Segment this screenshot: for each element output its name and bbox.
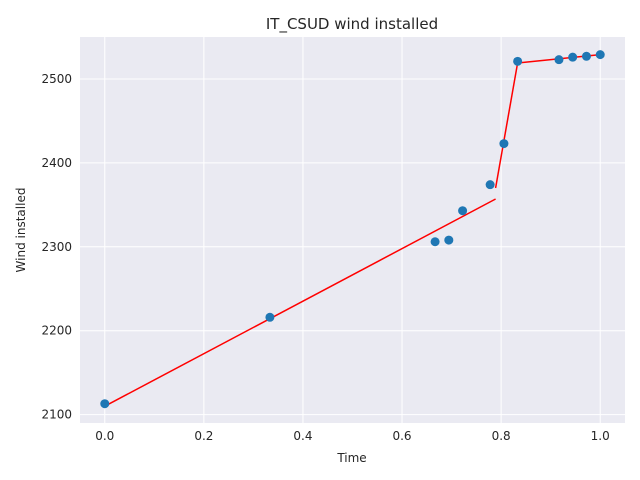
- y-tick-label: 2500: [41, 72, 72, 86]
- data-point: [444, 235, 454, 245]
- fit-line-segment: [494, 62, 519, 189]
- data-point: [265, 312, 275, 322]
- data-point: [568, 52, 578, 62]
- data-points: [100, 50, 605, 409]
- plot-background: [80, 37, 625, 423]
- x-tick-label: 0.4: [293, 429, 312, 443]
- y-axis-label: Wind installed: [14, 188, 28, 273]
- y-tick-label: 2200: [41, 324, 72, 338]
- data-point: [554, 55, 564, 65]
- chart-title: IT_CSUD wind installed: [266, 15, 438, 34]
- data-point: [513, 56, 523, 66]
- x-tick-label: 0.8: [492, 429, 511, 443]
- data-point: [458, 206, 468, 216]
- fit-line-segment: [104, 198, 496, 407]
- data-point: [499, 139, 509, 149]
- y-tick-label: 2100: [41, 408, 72, 422]
- grid: [80, 37, 625, 423]
- data-point: [581, 51, 591, 61]
- x-axis-label: Time: [336, 451, 366, 465]
- y-tick-label: 2400: [41, 156, 72, 170]
- x-tick-label: 0.2: [194, 429, 213, 443]
- y-tick-label: 2300: [41, 240, 72, 254]
- x-tick-label: 0.6: [392, 429, 411, 443]
- y-tick-labels: 2100 2200 2300 2400 2500: [41, 72, 72, 422]
- x-tick-labels: 0.0 0.2 0.4 0.6 0.8 1.0: [95, 429, 610, 443]
- data-point: [595, 50, 605, 60]
- data-point: [100, 399, 110, 409]
- data-point: [430, 237, 440, 247]
- x-tick-label: 0.0: [95, 429, 114, 443]
- x-tick-label: 1.0: [591, 429, 610, 443]
- data-point: [485, 180, 495, 190]
